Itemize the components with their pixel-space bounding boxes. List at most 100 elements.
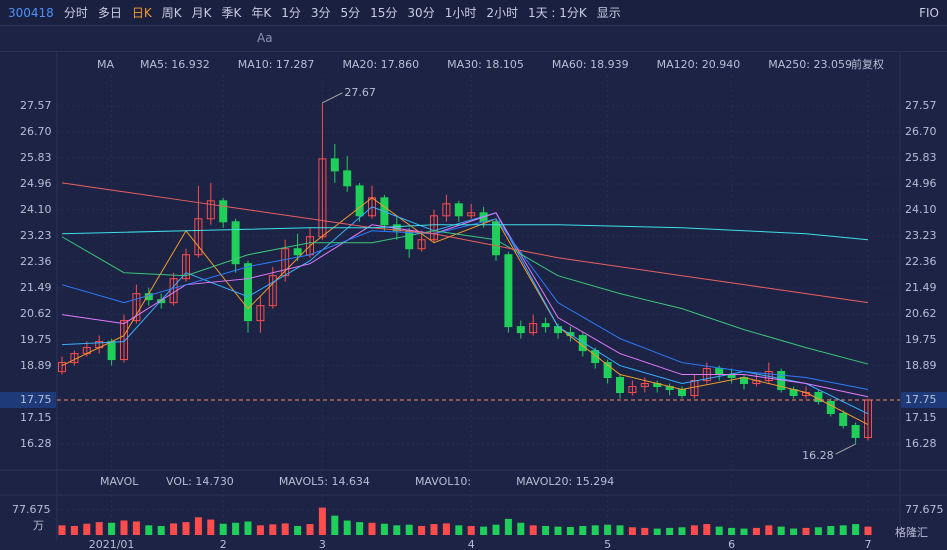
toolbar-item[interactable]: 3分 (310, 6, 331, 20)
y-tick-label: 18.89 (905, 359, 937, 372)
toolbar-item[interactable]: 15分 (370, 6, 398, 20)
indicator-label: MA (97, 58, 114, 71)
candle-body (715, 368, 724, 376)
volume-bar (690, 525, 698, 535)
ma-line (61, 206, 869, 415)
annotation: 16.28 (802, 449, 834, 462)
y-tick-label: 16.28 (905, 437, 937, 450)
candle-body (268, 275, 277, 307)
candle-body (640, 383, 649, 388)
volume-bar (70, 525, 78, 535)
volume-bar (529, 525, 537, 535)
ma-line (61, 197, 869, 426)
logo: 格隆汇 (895, 525, 928, 539)
candle-body (343, 170, 352, 187)
x-tick-label: 4 (468, 538, 475, 550)
volume-bar (368, 522, 376, 535)
candle-body (206, 200, 215, 220)
volume-bar (145, 525, 153, 535)
legend-entry: MA120: 20.940 (657, 58, 741, 71)
volume-bar (207, 519, 215, 535)
volume-bar (678, 527, 686, 535)
volume-bar (455, 525, 463, 535)
x-tick-label: 2 (220, 538, 227, 550)
toolbar-item[interactable]: FIO (919, 5, 939, 20)
volume-legend: VOL: 14.730 (166, 475, 234, 488)
volume-bar (380, 523, 388, 535)
toolbar-item[interactable]: 日K (131, 6, 152, 20)
volume-bar (306, 524, 314, 535)
volume-bar (232, 522, 240, 535)
last-price-label: 17.75 (905, 393, 937, 406)
candle-body (417, 239, 426, 250)
volume-bar (852, 524, 860, 535)
y-tick-label: 27.57 (20, 99, 52, 112)
candle-body (182, 254, 190, 280)
volume-bar (752, 527, 760, 535)
toolbar-item[interactable]: 5分 (340, 6, 361, 20)
text-tool[interactable]: Aa (257, 31, 273, 45)
y-tick-label: 23.23 (20, 229, 52, 242)
volume-bar (492, 524, 500, 535)
volume-bar (827, 525, 835, 535)
candle-body (839, 412, 848, 426)
legend-entry: MA10: 17.287 (238, 58, 315, 71)
toolbar-item[interactable]: 2小时 (486, 6, 518, 20)
volume-legend: MAVOL10: (415, 475, 471, 488)
toolbar-item[interactable]: 分时 (63, 6, 88, 20)
y-tick-label: 16.28 (20, 437, 52, 450)
legend-entry: MA30: 18.105 (447, 58, 524, 71)
candle-body (678, 389, 686, 397)
y-tick-label: 26.70 (20, 125, 52, 138)
toolbar-item[interactable]: 多日 (97, 6, 122, 20)
volume-bar (182, 522, 190, 535)
toolbar-item[interactable]: 年K (251, 6, 272, 20)
candle-body (293, 248, 302, 256)
volume-bar (269, 524, 277, 535)
y-tick-label: 24.96 (905, 177, 937, 190)
volume-bar (839, 525, 847, 535)
last-price-label: 17.75 (20, 393, 52, 406)
volume-bar (517, 522, 525, 535)
volume-bar (504, 518, 512, 535)
candle-body (628, 386, 637, 394)
volume-bar (604, 524, 612, 535)
adjust-label: 前复权 (851, 57, 884, 71)
volume-bar (628, 527, 636, 535)
volume-bar (653, 528, 661, 535)
volume-bar (281, 523, 289, 535)
y-tick-label: 17.15 (905, 411, 937, 424)
ma-line (61, 182, 869, 304)
ma-line (61, 224, 869, 241)
volume-unit: 万 (33, 519, 44, 532)
volume-bar (430, 524, 438, 535)
toolbar-item[interactable]: 1小时 (444, 6, 477, 20)
candle-body (578, 335, 587, 352)
last-price-box (901, 392, 947, 409)
y-tick-label: 27.57 (905, 99, 937, 112)
toolbar-item[interactable]: 1分 (281, 6, 301, 20)
toolbar-item[interactable]: 30分 (407, 6, 435, 20)
toolbar-item[interactable]: 季K (221, 6, 242, 20)
y-tick-label: 26.70 (905, 125, 937, 138)
toolbar-item[interactable]: 1天 : 1分K (527, 6, 587, 20)
y-tick-label: 25.83 (20, 151, 52, 164)
candle-body (58, 362, 66, 373)
volume-bar (542, 525, 550, 535)
volume-bar (356, 522, 364, 535)
volume-bar (703, 524, 711, 535)
toolbar-item[interactable]: 300418 (8, 5, 54, 20)
volume-bar (157, 525, 165, 535)
volume-bar (715, 526, 723, 535)
x-tick-label: 6 (728, 538, 735, 550)
legend-entry: MA60: 18.939 (552, 58, 629, 71)
toolbar-item[interactable]: 月K (191, 6, 212, 20)
candle-body (405, 230, 414, 250)
y-tick-label: 17.15 (20, 411, 52, 424)
legend-entry: MA5: 16.932 (140, 58, 210, 71)
toolbar-item[interactable]: 显示 (596, 6, 621, 20)
volume-bar (318, 507, 326, 535)
toolbar-item[interactable]: 周K (161, 6, 182, 20)
volume-bar (814, 527, 822, 535)
